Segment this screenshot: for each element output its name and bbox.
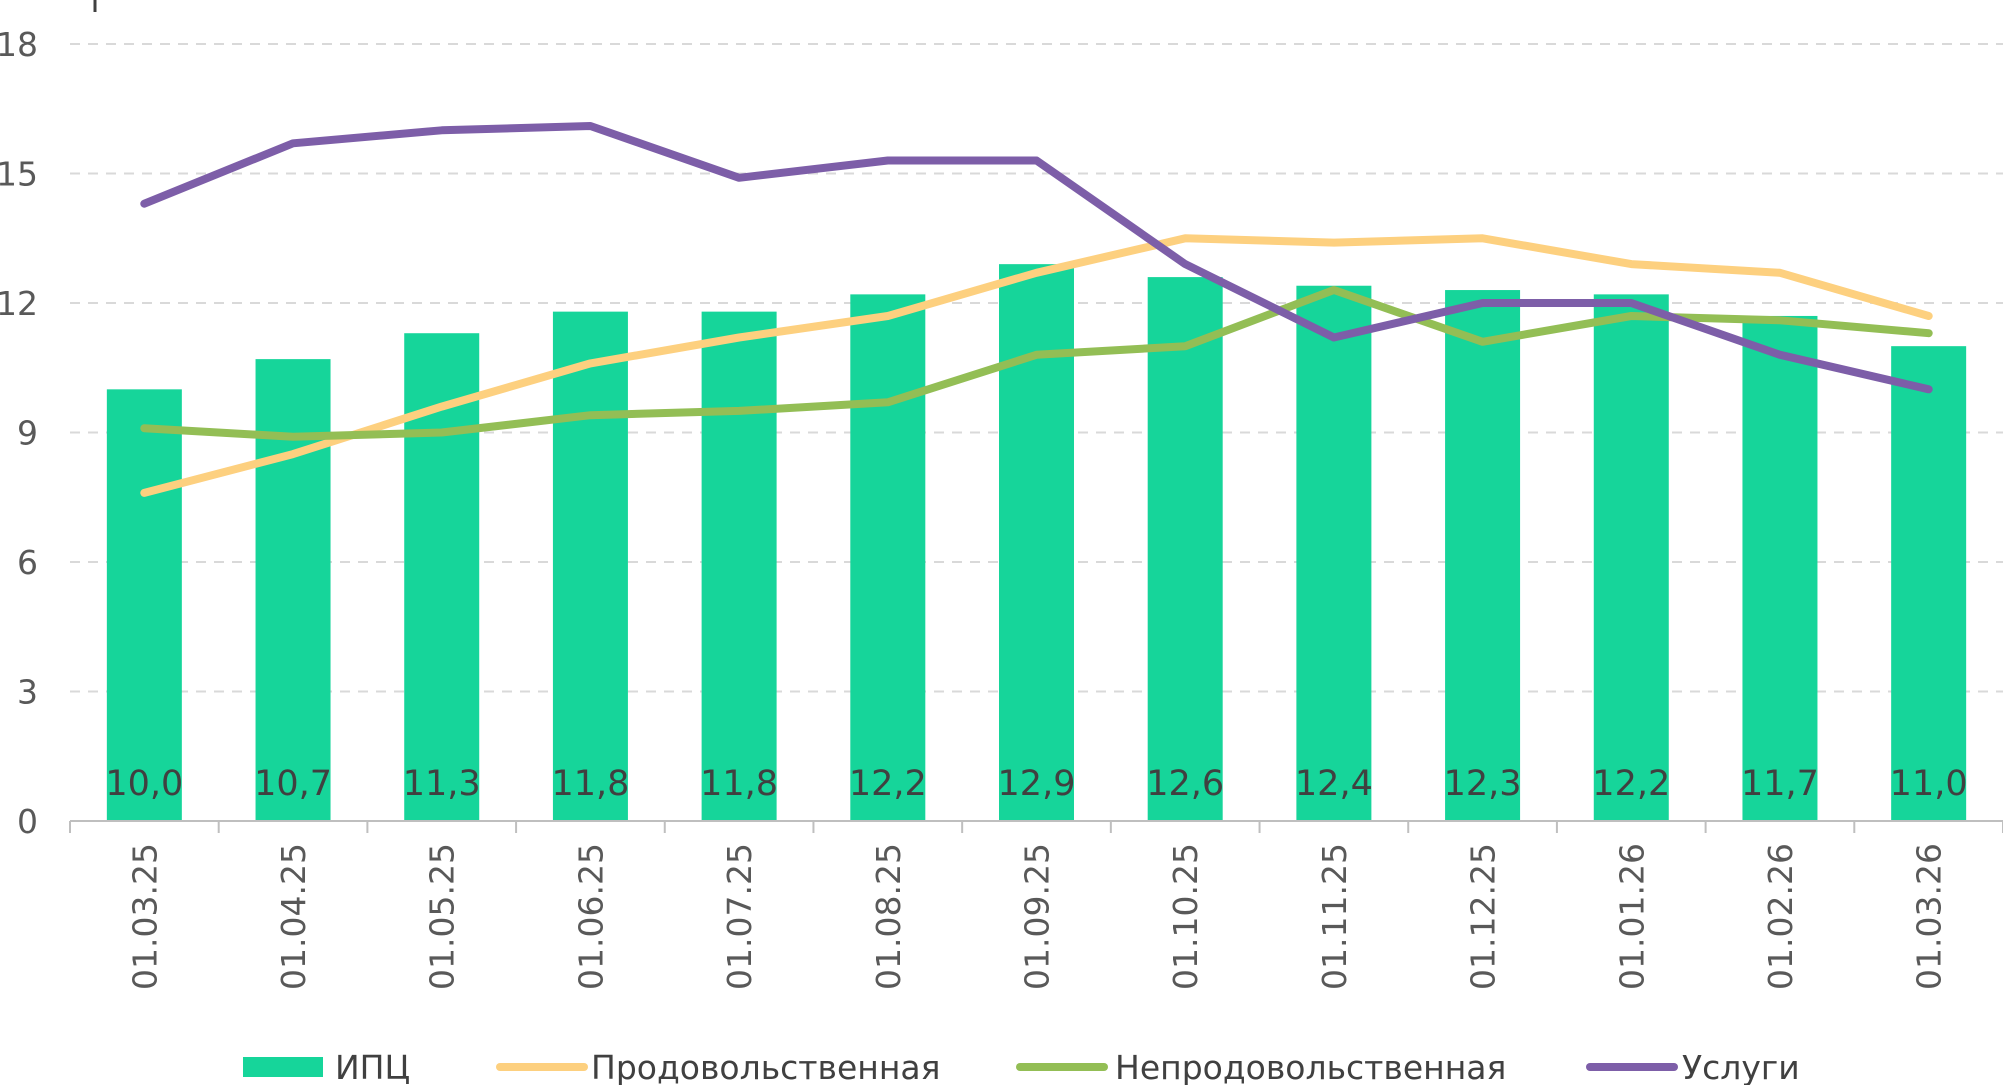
bar-data-label-01.03.26: 11,0 — [1890, 764, 1968, 804]
x-tick-label-01.03.25: 01.03.25 — [125, 843, 164, 990]
x-tick-label-01.10.25: 01.10.25 — [1166, 843, 1205, 990]
x-tick-label-01.06.25: 01.06.25 — [571, 843, 610, 990]
y-tick-label-15: 15 — [0, 155, 38, 194]
legend-label-Продовольственная: Продовольственная — [591, 1048, 940, 1085]
bar-01.11.25 — [1296, 285, 1372, 821]
line-series — [140, 122, 1933, 497]
y-tick-label-18: 18 — [0, 25, 38, 64]
legend-label-ИПЦ: ИПЦ — [335, 1048, 410, 1085]
bar-01.02.26 — [1742, 315, 1818, 821]
bar-data-label-01.07.25: 11,8 — [700, 764, 778, 804]
bar-data-label-01.09.25: 12,9 — [998, 764, 1076, 804]
bar-01.06.25 — [552, 311, 628, 821]
bar-data-label-01.08.25: 12,2 — [849, 764, 927, 804]
x-tick-label-01.08.25: 01.08.25 — [869, 843, 908, 990]
legend-swatch-ИПЦ — [243, 1057, 323, 1077]
bar-data-label-01.06.25: 11,8 — [551, 764, 629, 804]
bar-01.10.25 — [1147, 277, 1223, 822]
x-tick-label-01.04.25: 01.04.25 — [274, 843, 313, 990]
bar-data-label-01.05.25: 11,3 — [403, 764, 481, 804]
bar-data-label-01.02.26: 11,7 — [1741, 764, 1819, 804]
legend-label-Непродовольственная: Непродовольственная — [1115, 1048, 1506, 1085]
bar-01.01.26 — [1593, 294, 1669, 821]
bar-data-label-01.01.26: 12,2 — [1592, 764, 1670, 804]
gridlines — [70, 43, 2003, 693]
y-tick-label-9: 9 — [17, 414, 38, 453]
legend-label-Услуги: Услуги — [1682, 1048, 1800, 1085]
y-tick-label-3: 3 — [17, 673, 38, 712]
legend: ИПЦ Продовольственная Непродовольственная У… — [243, 1048, 1800, 1085]
bar-series-ipc — [106, 264, 1967, 822]
legend-item-ИПЦ: ИПЦ — [243, 1048, 410, 1085]
bar-data-label-01.12.25: 12,3 — [1444, 764, 1522, 804]
bar-data-label-01.03.25: 10,0 — [105, 764, 183, 804]
y-tick-label-12: 12 — [0, 284, 38, 323]
bar-data-label-01.04.25: 10,7 — [254, 764, 332, 804]
bar-01.12.25 — [1445, 290, 1521, 821]
x-tick-label-01.09.25: 01.09.25 — [1018, 843, 1057, 990]
bar-01.09.25 — [999, 264, 1074, 821]
x-tick-label-01.03.26: 01.03.26 — [1910, 843, 1949, 990]
x-tick-label-01.02.26: 01.02.26 — [1761, 843, 1800, 990]
bar-01.03.26 — [1891, 346, 1967, 821]
y-tick-label-0: 0 — [17, 802, 38, 841]
legend-item-Услуги: Услуги — [1586, 1048, 1800, 1085]
bar-data-label-01.10.25: 12,6 — [1146, 764, 1224, 804]
bar-01.07.25 — [701, 311, 777, 821]
axes: 0 3 6 9 12 15 18 01.03.25 01.04.25 01.05.25 01.06.… — [0, 0, 2003, 990]
bar-data-label-01.11.25: 12,4 — [1295, 764, 1373, 804]
legend-item-Непродовольственная: Непродовольственная — [1016, 1048, 1506, 1085]
x-tick-label-01.01.26: 01.01.26 — [1612, 843, 1651, 990]
x-tick-label-01.07.25: 01.07.25 — [720, 843, 759, 990]
bar-01.08.25 — [850, 294, 926, 821]
bar-01.03.25 — [106, 389, 182, 821]
bar-01.04.25 — [255, 359, 331, 821]
legend-item-Продовольственная: Продовольственная — [496, 1048, 940, 1085]
x-tick-label-01.05.25: 01.05.25 — [423, 843, 462, 990]
data-labels: 10,0 10,7 11,3 11,8 11,8 12,2 12,9 12,6 12,4 12,3… — [105, 764, 1967, 804]
x-tick-label-01.12.25: 01.12.25 — [1464, 843, 1503, 990]
y-tick-label-6: 6 — [17, 543, 38, 582]
x-tick-label-01.11.25: 01.11.25 — [1315, 843, 1354, 990]
